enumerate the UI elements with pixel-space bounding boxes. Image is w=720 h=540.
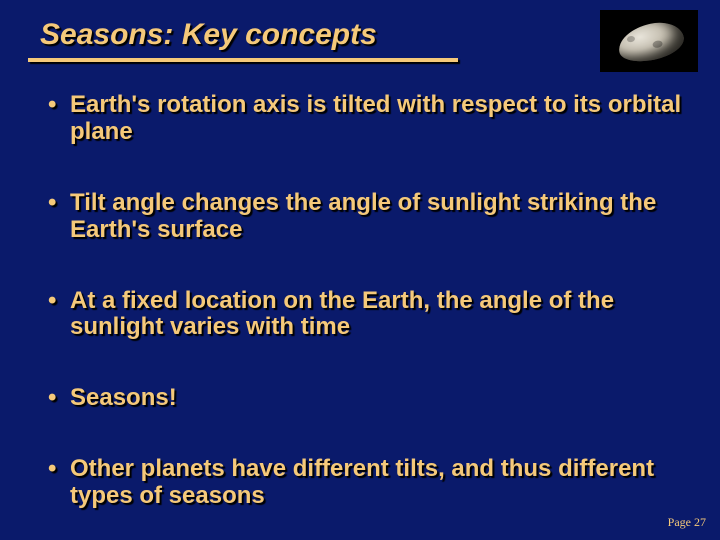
bullet-list: Earth's rotation axis is tilted with res… bbox=[28, 92, 692, 510]
title-underline bbox=[28, 58, 458, 62]
bullet-item: Seasons! bbox=[48, 385, 692, 412]
bullet-item: Other planets have different tilts, and … bbox=[48, 456, 692, 510]
slide: Seasons: Key concepts Earth's rotation a… bbox=[0, 0, 720, 540]
bullet-item: Earth's rotation axis is tilted with res… bbox=[48, 92, 692, 146]
asteroid-body bbox=[615, 18, 687, 67]
page-number: Page 27 bbox=[668, 515, 706, 530]
asteroid-image bbox=[600, 10, 698, 72]
slide-title: Seasons: Key concepts bbox=[40, 18, 692, 52]
bullet-item: Tilt angle changes the angle of sunlight… bbox=[48, 190, 692, 244]
bullet-item: At a fixed location on the Earth, the an… bbox=[48, 288, 692, 342]
